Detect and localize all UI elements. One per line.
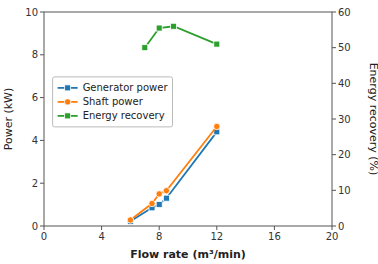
series-line xyxy=(130,126,216,220)
series-line xyxy=(145,26,217,47)
y2-tick-label: 50 xyxy=(338,42,351,53)
y2-tick-label: 60 xyxy=(338,7,351,18)
axes: 04812162002468100102030405060 xyxy=(25,7,350,243)
plot-frame xyxy=(44,12,332,226)
x-tick xyxy=(44,226,45,230)
legend-label: Energy recovery xyxy=(83,110,165,121)
legend-marker xyxy=(64,99,70,105)
point xyxy=(214,123,220,129)
point xyxy=(214,41,220,47)
y-tick xyxy=(40,12,44,13)
point xyxy=(156,25,162,31)
series-line xyxy=(130,132,216,221)
y-tick xyxy=(40,226,44,227)
x-tick-label: 20 xyxy=(326,231,339,242)
y2-axis-label: Energy recovery (%) xyxy=(367,63,378,176)
y2-tick xyxy=(332,119,336,120)
point xyxy=(163,187,169,193)
y-tick xyxy=(40,183,44,184)
x-tick-label: 8 xyxy=(156,231,162,242)
x-tick xyxy=(101,226,102,230)
y2-tick-label: 0 xyxy=(338,221,344,232)
x-tick xyxy=(332,226,333,230)
y-tick-label: 2 xyxy=(32,178,38,189)
legend-marker xyxy=(65,113,71,119)
y2-tick xyxy=(332,47,336,48)
y-tick xyxy=(40,140,44,141)
x-tick xyxy=(274,226,275,230)
legend-marker xyxy=(65,85,71,91)
legend-box xyxy=(53,77,173,127)
x-tick-label: 12 xyxy=(210,231,223,242)
point xyxy=(171,23,177,29)
y2-tick xyxy=(332,12,336,13)
y2-tick-label: 40 xyxy=(338,78,351,89)
y2-tick-label: 30 xyxy=(338,114,351,125)
legend: Generator power Shaft power Energy recover… xyxy=(53,77,173,127)
x-tick xyxy=(159,226,160,230)
y2-tick-label: 10 xyxy=(338,185,351,196)
y-tick-label: 8 xyxy=(32,49,38,60)
point xyxy=(142,45,148,51)
x-axis-label: Flow rate (m³/min) xyxy=(130,248,246,261)
point xyxy=(149,200,155,206)
point xyxy=(163,195,169,201)
y-tick-label: 10 xyxy=(25,7,38,18)
y-tick-label: 6 xyxy=(32,92,38,103)
y-tick-label: 0 xyxy=(32,221,38,232)
y2-tick xyxy=(332,190,336,191)
legend-label: Shaft power xyxy=(83,96,144,107)
legend-label: Generator power xyxy=(83,82,169,93)
x-tick-label: 0 xyxy=(41,231,47,242)
y2-tick xyxy=(332,154,336,155)
x-tick-label: 16 xyxy=(268,231,281,242)
y-tick xyxy=(40,97,44,98)
point xyxy=(156,202,162,208)
x-tick xyxy=(216,226,217,230)
y-tick-label: 4 xyxy=(32,135,38,146)
y2-tick xyxy=(332,226,336,227)
point xyxy=(127,217,133,223)
point xyxy=(156,191,162,197)
chart: 04812162002468100102030405060Flow rate (… xyxy=(0,0,378,264)
y-axis-label: Power (kW) xyxy=(2,88,15,151)
x-tick-label: 4 xyxy=(98,231,104,242)
y2-tick-label: 20 xyxy=(338,149,351,160)
y2-tick xyxy=(332,83,336,84)
y-tick xyxy=(40,54,44,55)
